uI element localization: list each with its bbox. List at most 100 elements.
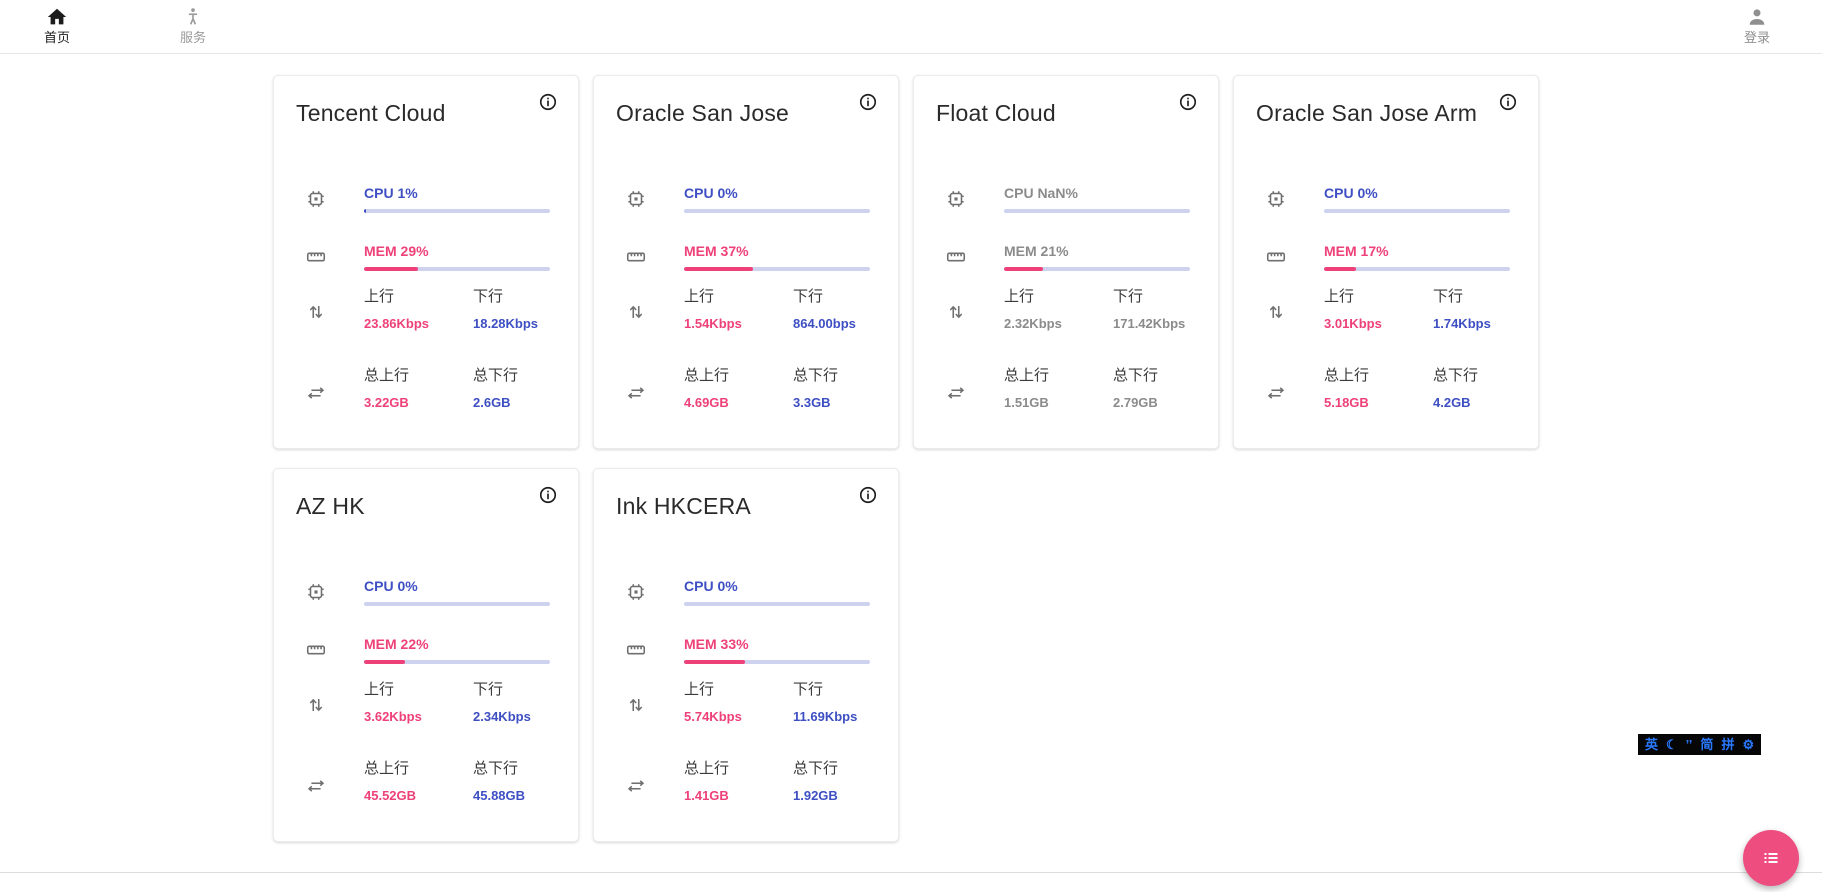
ruler-icon	[1264, 242, 1288, 271]
nav-item-home[interactable]: 首页	[27, 6, 87, 45]
total-download: 45.88GB	[473, 788, 526, 803]
info-icon[interactable]	[1178, 92, 1198, 112]
cpu-usage-text: CPU 0%	[364, 578, 418, 594]
mem-progress-fill	[1004, 267, 1044, 271]
nav-item-login[interactable]: 登录	[1727, 6, 1787, 45]
total-download-label: 总下行	[1433, 367, 1479, 384]
cpu-progress-track	[364, 209, 550, 213]
ime-moon-icon[interactable]: ☾	[1666, 737, 1678, 752]
cpu-stat-row: CPU NaN%	[944, 184, 1190, 213]
download-label: 下行	[473, 681, 504, 698]
server-card-ink-hkcera: Ink HKCERA CPU 0% MEM 33%	[593, 468, 899, 842]
total-upload-label: 总上行	[1004, 367, 1050, 384]
download-speed: 2.34Kbps	[473, 709, 531, 724]
mem-stat-row: MEM 37%	[624, 242, 870, 271]
cpu-stat-row: CPU 1%	[304, 184, 550, 213]
mem-usage-text: MEM 21%	[1004, 243, 1069, 259]
server-card-tencent-cloud: Tencent Cloud CPU 1% MEM 29%	[273, 75, 579, 449]
info-icon[interactable]	[858, 485, 878, 505]
info-icon[interactable]	[538, 485, 558, 505]
download-speed: 864.00bps	[793, 316, 856, 331]
download-label: 下行	[473, 288, 504, 305]
upload-speed: 3.01Kbps	[1324, 316, 1382, 331]
total-download: 2.79GB	[1113, 395, 1158, 410]
nav-services-label: 服务	[179, 30, 206, 45]
home-icon	[47, 8, 67, 25]
info-icon[interactable]	[858, 92, 878, 112]
cpu-usage-text: CPU 0%	[1324, 185, 1378, 201]
net-total-row: 总上行 5.18GB 总下行 4.2GB	[1264, 366, 1510, 411]
download-label: 下行	[793, 288, 824, 305]
net-speed-row: 上行 1.54Kbps 下行 864.00bps	[624, 287, 870, 332]
total-upload: 45.52GB	[364, 788, 417, 803]
account-icon	[1749, 9, 1765, 25]
info-icon[interactable]	[538, 92, 558, 112]
cpu-progress-fill	[364, 209, 366, 213]
cpu-usage-text: CPU NaN%	[1004, 185, 1078, 201]
total-download-label: 总下行	[793, 367, 839, 384]
download-speed: 171.42Kbps	[1113, 316, 1186, 331]
download-label: 下行	[793, 681, 824, 698]
net-speed-row: 上行 3.01Kbps 下行 1.74Kbps	[1264, 287, 1510, 332]
ruler-icon	[624, 242, 648, 271]
upload-speed: 23.86Kbps	[364, 316, 430, 331]
server-name: Tencent Cloud	[296, 100, 446, 126]
swap-horiz-icon	[1264, 366, 1288, 411]
swap-vert-icon	[624, 680, 648, 725]
swap-horiz-icon	[624, 366, 648, 411]
cpu-usage-text: CPU 0%	[684, 185, 738, 201]
cpu-stat-row: CPU 0%	[1264, 184, 1510, 213]
cpu-chip-icon	[624, 577, 648, 606]
ime-pinyin-mode[interactable]: 拼	[1721, 737, 1735, 752]
mem-stat-row: MEM 29%	[304, 242, 550, 271]
swap-horiz-icon	[944, 366, 968, 411]
list-icon	[1764, 853, 1778, 863]
total-upload: 1.41GB	[684, 788, 729, 803]
nav-item-services[interactable]: 服务	[163, 6, 223, 45]
mem-usage-text: MEM 17%	[1324, 243, 1389, 259]
swap-vert-icon	[304, 680, 328, 725]
download-speed: 1.74Kbps	[1433, 316, 1491, 331]
total-download: 3.3GB	[793, 395, 831, 410]
mem-progress-track	[364, 660, 550, 664]
upload-speed: 2.32Kbps	[1004, 316, 1062, 331]
ime-punctuation-icon[interactable]: ’’	[1685, 737, 1693, 752]
swap-vert-icon	[1264, 287, 1288, 332]
download-speed: 11.69Kbps	[793, 709, 858, 724]
mem-stat-row: MEM 22%	[304, 635, 550, 664]
net-speed-row: 上行 2.32Kbps 下行 171.42Kbps	[944, 287, 1190, 332]
top-nav-bar: 首页 服务 登录	[0, 0, 1822, 54]
mem-stat-row: MEM 21%	[944, 242, 1190, 271]
net-total-row: 总上行 3.22GB 总下行 2.6GB	[304, 366, 550, 411]
cpu-chip-icon	[304, 577, 328, 606]
mem-progress-fill	[684, 267, 753, 271]
net-total-row: 总上行 45.52GB 总下行 45.88GB	[304, 759, 550, 804]
mem-usage-text: MEM 22%	[364, 636, 429, 652]
mem-progress-track	[1324, 267, 1510, 271]
ime-simplified-mode[interactable]: 简	[1700, 737, 1714, 752]
ruler-icon	[304, 635, 328, 664]
mem-stat-row: MEM 33%	[624, 635, 870, 664]
mem-stat-row: MEM 17%	[1264, 242, 1510, 271]
total-upload: 5.18GB	[1324, 395, 1369, 410]
cpu-usage-text: CPU 1%	[364, 185, 418, 201]
ruler-icon	[944, 242, 968, 271]
total-download-label: 总下行	[473, 367, 519, 384]
download-label: 下行	[1433, 288, 1464, 305]
server-card-float-cloud: Float Cloud CPU NaN% MEM 21%	[913, 75, 1219, 449]
swap-horiz-icon	[304, 759, 328, 804]
upload-label: 上行	[364, 681, 395, 698]
cpu-progress-track	[684, 602, 870, 606]
cpu-progress-track	[364, 602, 550, 606]
upload-label: 上行	[1324, 288, 1355, 305]
server-list-fab-button[interactable]	[1743, 830, 1799, 886]
ime-settings-gear-icon[interactable]: ⚙	[1742, 737, 1755, 752]
total-download: 2.6GB	[473, 395, 511, 410]
info-icon[interactable]	[1498, 92, 1518, 112]
server-name: AZ HK	[296, 493, 365, 519]
cpu-progress-track	[1004, 209, 1190, 213]
ime-english-mode[interactable]: 英	[1645, 737, 1659, 752]
total-download: 1.92GB	[793, 788, 838, 803]
cpu-stat-row: CPU 0%	[624, 577, 870, 606]
person-standing-icon	[188, 8, 198, 25]
